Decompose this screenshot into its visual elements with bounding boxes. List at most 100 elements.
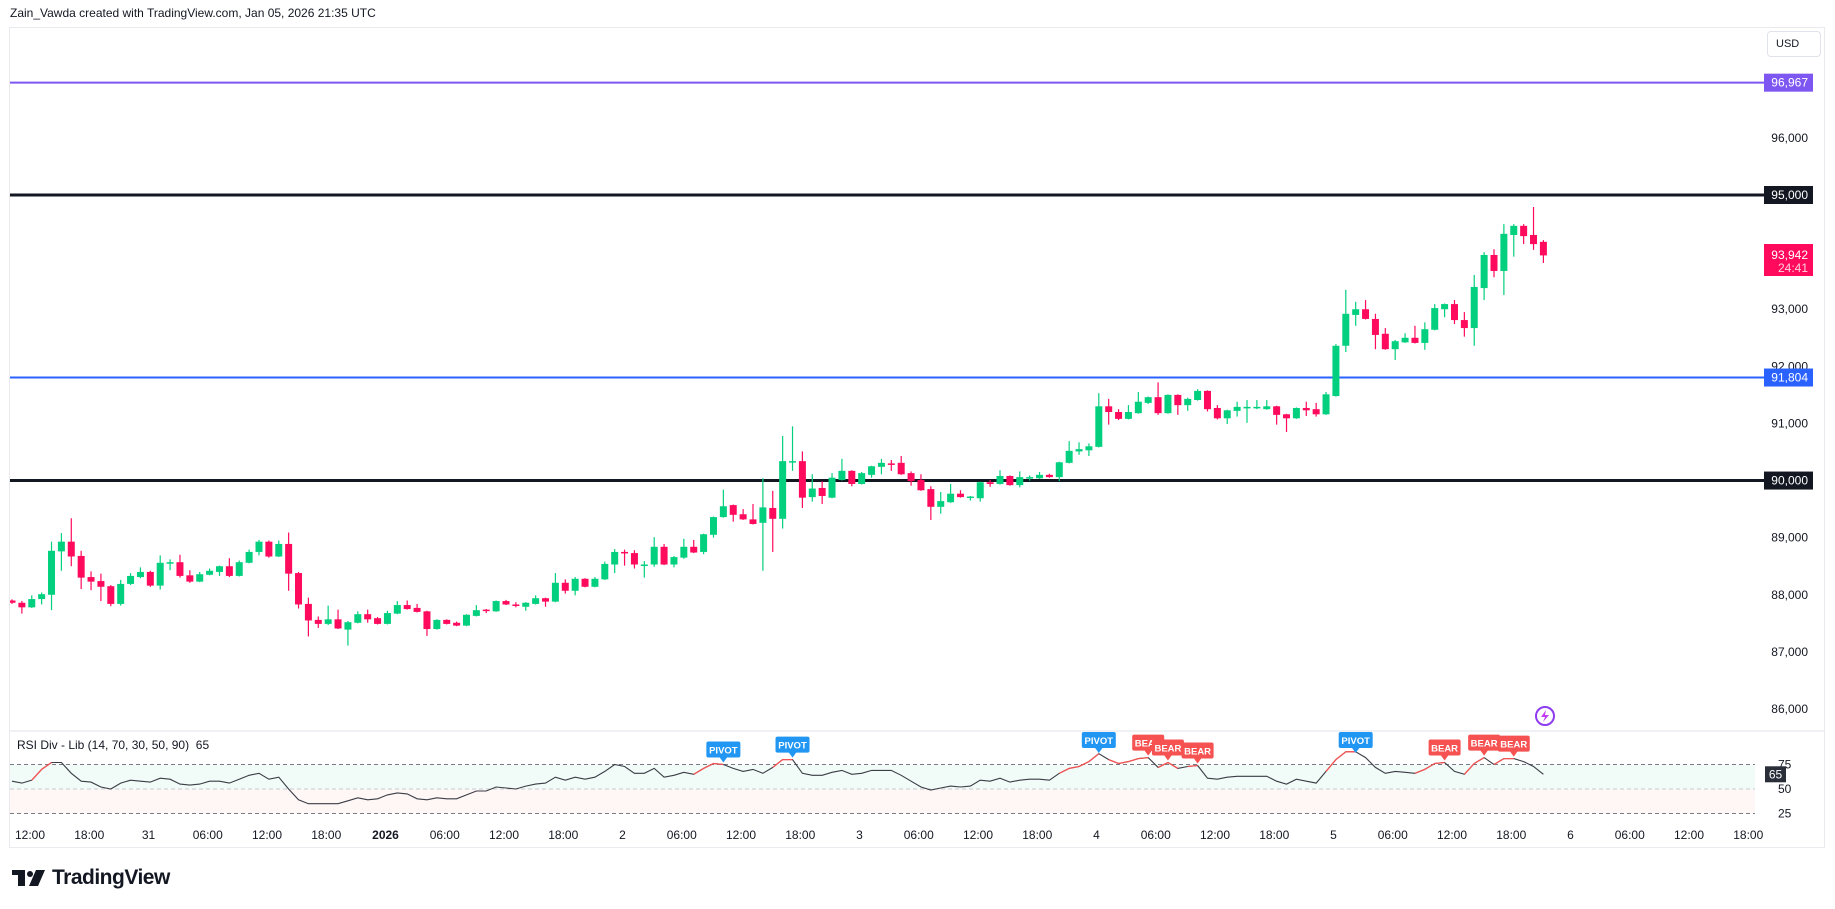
candle-body bbox=[1530, 234, 1538, 245]
rsi-divergence-segment bbox=[1493, 757, 1514, 766]
price-axis[interactable]: 96,00093,00092,00091,00089,00088,00087,0… bbox=[1764, 73, 1813, 821]
candle bbox=[611, 549, 619, 574]
candle bbox=[1174, 394, 1182, 415]
level-price-label: 95,000 bbox=[1771, 188, 1808, 202]
candle bbox=[729, 504, 737, 522]
signal-arrow bbox=[1094, 747, 1103, 753]
candle-body bbox=[1431, 308, 1439, 330]
candle-body bbox=[206, 570, 214, 575]
candle-body bbox=[1391, 341, 1399, 350]
candle-body bbox=[166, 562, 174, 564]
candle-body bbox=[907, 473, 915, 482]
candle-body bbox=[1510, 225, 1518, 235]
rsi-legend: RSI Div - Lib (14, 70, 30, 50, 90) 65 bbox=[17, 738, 209, 752]
candle-body bbox=[808, 488, 816, 498]
candle-body bbox=[245, 551, 253, 563]
candle bbox=[1401, 333, 1409, 343]
candle-body bbox=[1065, 450, 1073, 463]
candle-body bbox=[403, 605, 411, 610]
candle-body bbox=[1539, 241, 1547, 256]
candle-body bbox=[1292, 408, 1300, 419]
price-tick-label: 86,000 bbox=[1771, 702, 1808, 716]
candle bbox=[206, 568, 214, 576]
currency-button[interactable]: USD bbox=[1767, 31, 1821, 57]
signal-label: BEAR bbox=[1154, 744, 1181, 755]
lightning-icon[interactable] bbox=[1535, 706, 1555, 726]
signal-box bbox=[1151, 739, 1184, 756]
candle bbox=[522, 602, 530, 611]
candle-body bbox=[1362, 309, 1370, 319]
candle-body bbox=[660, 546, 668, 565]
candle bbox=[1184, 397, 1192, 411]
candle bbox=[344, 621, 352, 646]
candle-body bbox=[255, 541, 263, 552]
candle bbox=[1460, 312, 1468, 337]
candle bbox=[1381, 328, 1389, 350]
rsi-divergence-segment bbox=[1157, 761, 1179, 769]
candle bbox=[1065, 441, 1073, 464]
candle bbox=[887, 459, 895, 471]
candle-body bbox=[186, 575, 194, 582]
candle-body bbox=[1006, 475, 1014, 486]
candle-body bbox=[947, 493, 955, 503]
candle-body bbox=[868, 466, 876, 475]
candle-body bbox=[1470, 286, 1478, 329]
candle-body bbox=[522, 602, 530, 607]
candle bbox=[1026, 475, 1034, 481]
candle bbox=[739, 509, 747, 520]
price-tick-label: 93,000 bbox=[1771, 302, 1808, 316]
candle-body bbox=[956, 493, 964, 498]
candle-body bbox=[433, 619, 441, 630]
bear-signal: BEAR bbox=[1468, 734, 1501, 756]
signal-arrow bbox=[788, 752, 797, 758]
time-tick-label: 06:00 bbox=[667, 828, 697, 842]
candle-body bbox=[1095, 406, 1103, 447]
candle bbox=[640, 561, 648, 578]
rsi-upper-band bbox=[10, 764, 1755, 789]
candle bbox=[927, 486, 935, 520]
candle-body bbox=[482, 609, 490, 612]
candle bbox=[571, 577, 579, 596]
signal-box bbox=[706, 741, 741, 758]
time-tick-label: 18:00 bbox=[1022, 828, 1052, 842]
candle bbox=[749, 503, 757, 525]
candle-body bbox=[235, 562, 243, 576]
candle bbox=[314, 616, 322, 628]
last-price-label: 93,942 24:41 bbox=[1764, 244, 1813, 276]
signal-label: BEAR bbox=[1184, 746, 1211, 757]
candle bbox=[1164, 394, 1172, 414]
candle-body bbox=[640, 564, 648, 567]
pivot-signal: PIVOT bbox=[706, 741, 741, 763]
candle-body bbox=[1520, 225, 1528, 237]
candle bbox=[38, 592, 46, 605]
time-tick-label: 12:00 bbox=[489, 828, 519, 842]
candle-body bbox=[265, 541, 273, 557]
candle bbox=[1085, 443, 1093, 456]
tradingview-logo[interactable]: TradingView bbox=[12, 866, 170, 890]
candle bbox=[937, 491, 945, 514]
time-tick-label: 06:00 bbox=[1141, 828, 1171, 842]
candle bbox=[1243, 400, 1251, 423]
candle-body bbox=[1045, 474, 1053, 478]
pivot-signal: PIVOT bbox=[775, 736, 810, 758]
candle bbox=[255, 539, 263, 556]
candle bbox=[107, 585, 115, 607]
time-axis[interactable]: 12:00 18:00 31 06:00 12:00 18:00 2026 06:00 12:0… bbox=[15, 828, 1764, 842]
signal-label: BEAR bbox=[1135, 739, 1162, 750]
candle bbox=[789, 426, 797, 471]
candle bbox=[532, 595, 540, 605]
candle-body bbox=[77, 555, 85, 578]
rsi-divergence-segment bbox=[1463, 757, 1485, 775]
signal-arrow bbox=[1480, 750, 1489, 756]
candle-body bbox=[611, 551, 619, 565]
tradingview-logo-text: TradingView bbox=[52, 866, 170, 889]
candle bbox=[156, 555, 164, 590]
candle bbox=[472, 605, 480, 617]
rsi-divergence-segment bbox=[772, 758, 793, 768]
time-tick-label: 06:00 bbox=[904, 828, 934, 842]
candle-body bbox=[462, 614, 470, 626]
time-tick-label: 12:00 bbox=[726, 828, 756, 842]
candle-body bbox=[759, 507, 767, 523]
